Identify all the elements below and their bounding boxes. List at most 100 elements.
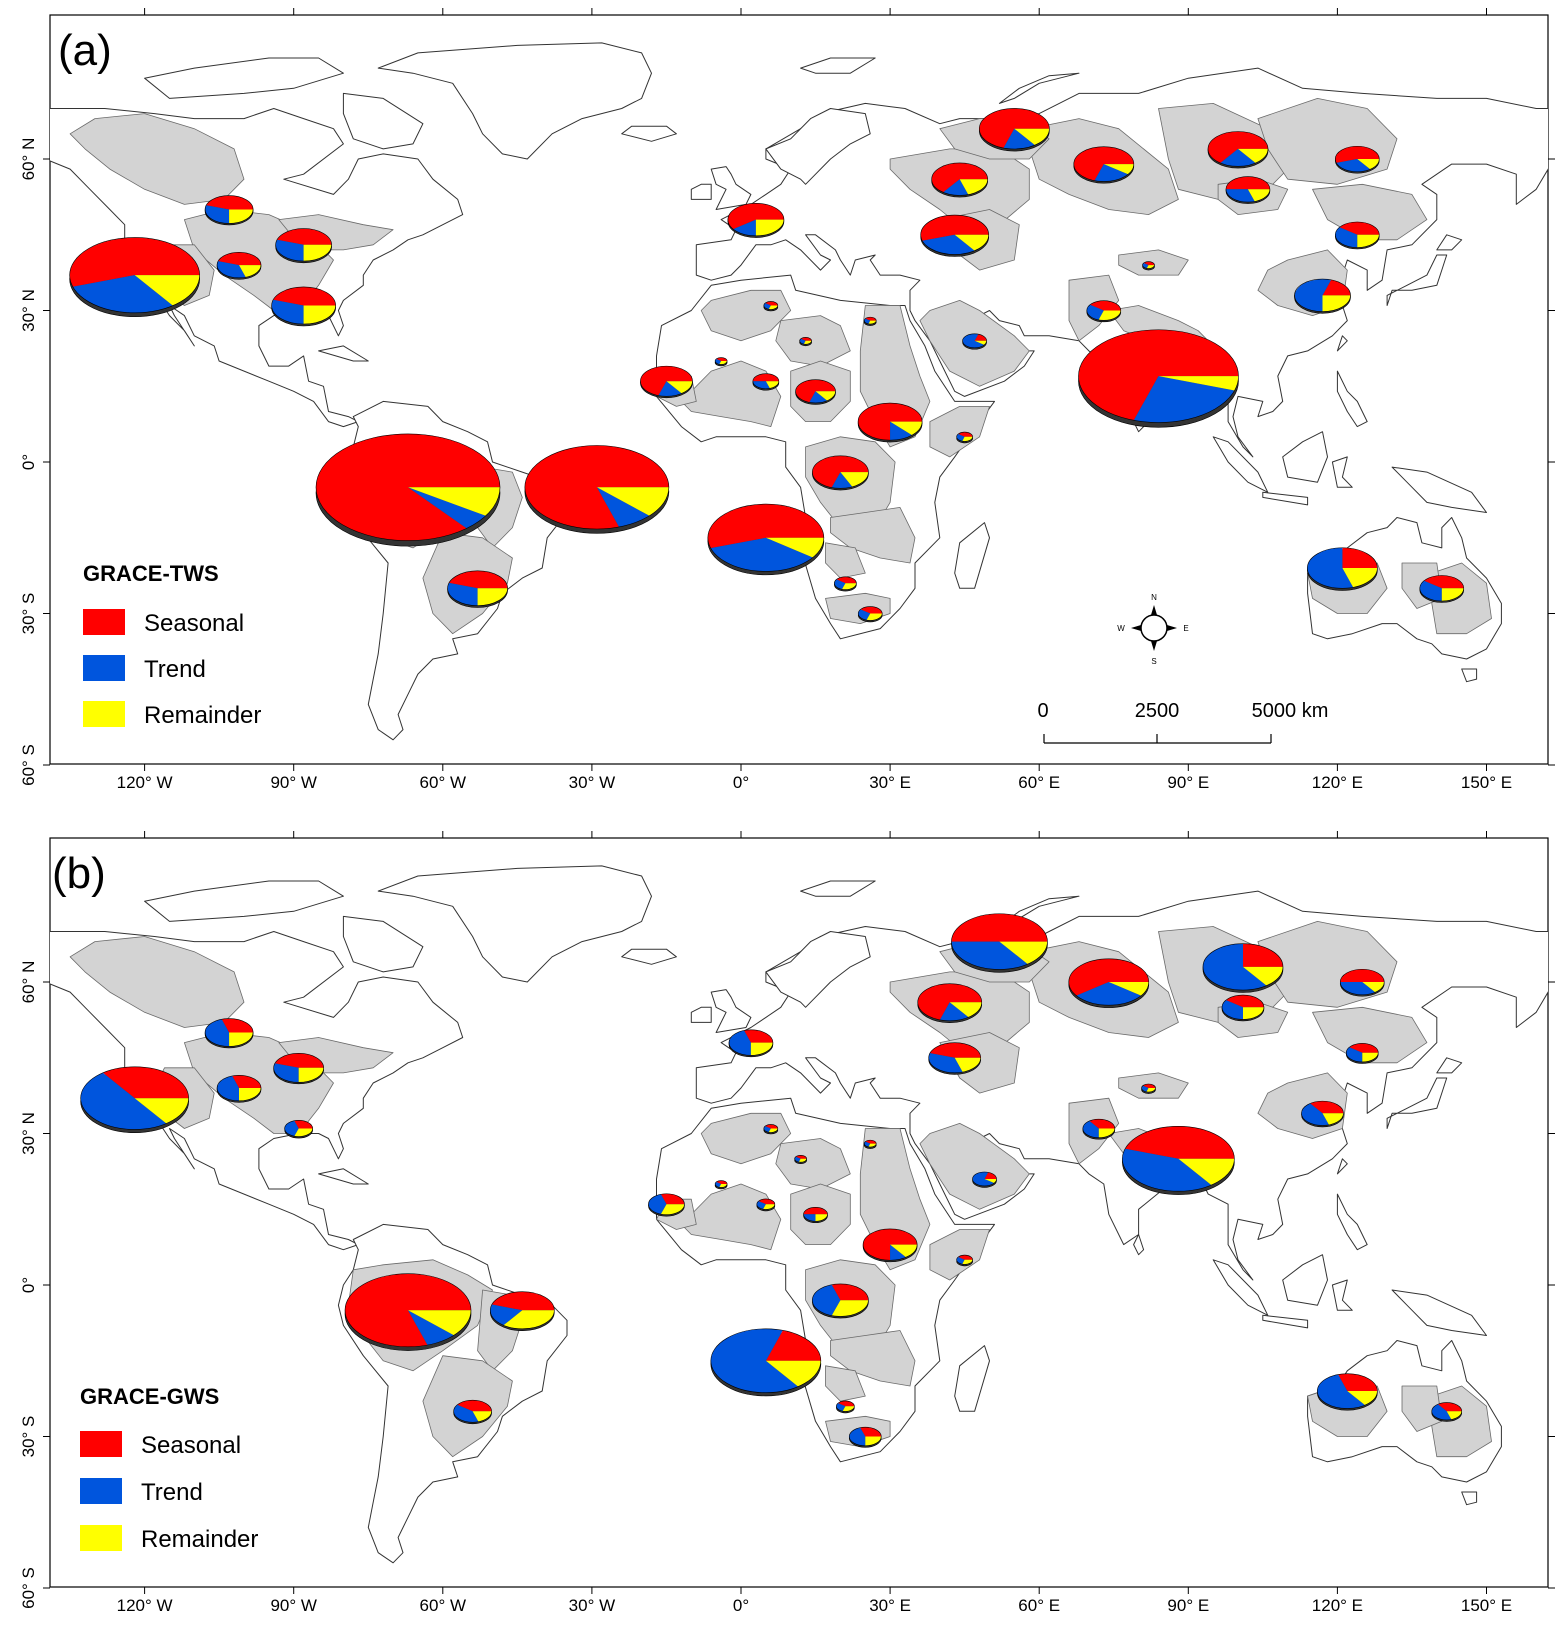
land-svalbard — [800, 57, 876, 74]
pie-slice-seasonal — [1424, 575, 1464, 589]
pie-outline — [1086, 300, 1122, 321]
pie-slice-remainder — [1322, 1113, 1344, 1125]
basin-somalia — [929, 405, 990, 458]
pie-slice-remainder — [755, 219, 784, 236]
pie-chart — [453, 1399, 492, 1425]
pie-slice-remainder — [1347, 1391, 1378, 1406]
pie-slice-seasonal — [1068, 958, 1149, 996]
pie-slice-trend — [710, 1328, 799, 1393]
pie-slice-seasonal — [1338, 1373, 1378, 1391]
pie-chart — [1142, 261, 1155, 271]
pie-slice-remainder — [1098, 1128, 1115, 1138]
pie-chart — [344, 1273, 472, 1351]
pie-outline — [931, 162, 988, 196]
pie-slice-remainder — [303, 305, 336, 324]
pie-slice-trend — [1094, 164, 1129, 182]
land-great-britain — [710, 989, 752, 1033]
pie-chart — [447, 570, 508, 608]
pie-slice-remainder — [1238, 148, 1268, 163]
pie-outline — [273, 1053, 324, 1083]
pie-slice-seasonal — [974, 334, 987, 341]
pie-outline — [728, 1029, 774, 1056]
x-tick-label: 30° E — [869, 773, 911, 792]
pie-slice-remainder — [298, 1067, 324, 1083]
pie-slice-seasonal — [917, 983, 982, 1020]
land-madagascar — [954, 522, 990, 589]
land-new-guinea — [1391, 1289, 1487, 1336]
land-cuba — [318, 1168, 369, 1185]
pie-slice-remainder — [1178, 1158, 1235, 1185]
pie-slice-seasonal — [765, 301, 778, 306]
pie-slice-seasonal — [218, 252, 261, 266]
pie-outline — [204, 1018, 254, 1047]
x-tick-label: 90° E — [1167, 1596, 1209, 1615]
pie-slice-trend — [864, 318, 871, 324]
basin-eyre — [1401, 1385, 1443, 1432]
pie-slice-trend — [939, 1002, 969, 1021]
pie-outline — [80, 1066, 189, 1130]
land-iceland — [621, 125, 677, 142]
land-baffin — [342, 915, 424, 973]
pie-chart — [1345, 1043, 1379, 1064]
pie-slice-remainder — [842, 583, 857, 590]
pie-slice-remainder — [229, 1032, 254, 1047]
pie-outline — [524, 445, 670, 530]
pie-slice-remainder — [865, 1436, 882, 1446]
pie-chart — [524, 445, 670, 534]
panel-a: 120° W 90° W 60° W 30° W 0° 30° E 60° E 90° E 12… — [19, 8, 1555, 792]
pie-outline — [284, 1120, 313, 1137]
land-sulawesi — [1331, 456, 1353, 488]
pie-slice-trend — [72, 275, 173, 313]
pie-chart — [1141, 1083, 1156, 1094]
pie-outline — [795, 379, 836, 404]
x-tick-label: 60° E — [1018, 773, 1060, 792]
pie-outline — [1082, 1118, 1116, 1139]
pie-slice-seasonal — [984, 1172, 997, 1179]
pie-slice-remainder — [1362, 982, 1385, 993]
pie-slice-remainder — [134, 1098, 189, 1124]
pie-chart — [1225, 176, 1271, 204]
pie-outline — [714, 357, 728, 365]
pie-slice-seasonal — [716, 1180, 728, 1184]
compass-n: N — [1151, 593, 1157, 602]
land-ireland — [690, 183, 712, 200]
pie-slice-seasonal — [273, 286, 336, 306]
pie-chart — [204, 195, 254, 226]
pie-slice-remainder — [239, 265, 261, 278]
pie-slice-remainder — [1446, 1411, 1462, 1420]
pie-slice-trend — [1340, 982, 1376, 995]
basin-sahara-central — [775, 1138, 851, 1190]
legend-label-trend: Trend — [141, 1479, 203, 1506]
pie-slice-trend — [1294, 279, 1332, 312]
pie-slice-remainder — [1108, 982, 1149, 996]
pie-outline — [275, 228, 332, 262]
pie-outline — [640, 365, 693, 397]
pie-chart — [69, 237, 200, 318]
pie-slice-remainder — [1247, 189, 1270, 202]
land-greenland — [377, 42, 652, 160]
basin-amur — [1312, 1006, 1428, 1064]
pie-slice-trend — [1222, 1000, 1243, 1020]
compass-east-arrow-icon — [1167, 625, 1177, 631]
pie-slice-remainder — [1146, 265, 1155, 269]
land-new-guinea — [1391, 466, 1487, 513]
pie-slice-trend — [1220, 148, 1256, 167]
pie-slice-remainder — [1441, 588, 1464, 601]
pie-slice-trend — [1133, 376, 1235, 423]
land-scandinavia-north — [765, 931, 871, 1008]
pie-slice-trend — [1301, 1103, 1329, 1126]
legend: GRACE-GWS Seasonal Trend Remainder — [80, 1384, 258, 1553]
pie-outline — [863, 1139, 877, 1148]
pie-outline — [216, 251, 262, 279]
pie-slice-remainder — [1357, 159, 1380, 170]
pie-slice-remainder — [1357, 234, 1380, 248]
pie-slice-trend — [205, 1019, 230, 1047]
pie-slice-trend — [217, 1075, 239, 1101]
pie-slice-seasonal — [345, 1273, 471, 1347]
scale-label-5000: 5000 km — [1252, 700, 1329, 722]
legend-label-remainder: Remainder — [144, 702, 261, 729]
legend-label-seasonal: Seasonal — [144, 610, 244, 637]
compass-south-arrow-icon — [1151, 641, 1157, 651]
pie-slice-seasonal — [1073, 146, 1134, 181]
pie-outline — [917, 983, 983, 1022]
